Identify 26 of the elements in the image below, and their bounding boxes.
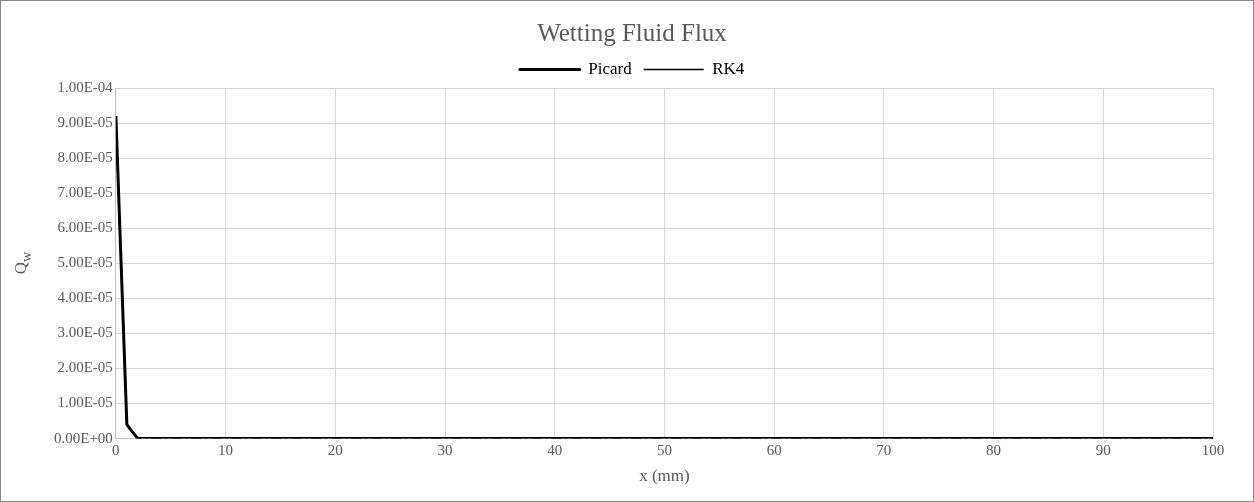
x-tick-label: 50 [656, 441, 672, 458]
y-tick-label: 4.00E-05 [57, 289, 113, 306]
y-tick-label: 1.00E-05 [57, 394, 113, 411]
x-tick-label: 70 [876, 441, 892, 458]
x-tick-label: 60 [766, 441, 782, 458]
legend-label: Picard [588, 58, 633, 78]
y-tick-label: 2.00E-05 [57, 359, 113, 376]
y-tick-label: 6.00E-05 [57, 219, 113, 236]
x-tick-label: 40 [547, 441, 563, 458]
x-tick-label: 0 [112, 441, 120, 458]
y-tick-label: 7.00E-05 [57, 184, 113, 201]
y-tick-label: 5.00E-05 [57, 254, 113, 271]
y-tick-label: 9.00E-05 [57, 114, 113, 130]
x-axis-title: x (mm) [639, 466, 690, 486]
x-tick-label: 80 [986, 441, 1002, 458]
chart-title: Wetting Fluid Flux [537, 18, 728, 46]
y-tick-label: 1.00E-04 [57, 78, 114, 95]
y-tick-label: 8.00E-05 [57, 149, 113, 166]
legend-label: RK4 [712, 58, 745, 78]
x-tick-label: 90 [1095, 441, 1111, 458]
x-tick-label: 30 [437, 441, 453, 458]
x-tick-label: 10 [218, 441, 234, 458]
x-tick-label: 100 [1201, 441, 1225, 458]
y-tick-label: 3.00E-05 [57, 324, 113, 341]
x-tick-label: 20 [327, 441, 343, 458]
y-tick-label: 0.00E+00 [54, 429, 113, 446]
